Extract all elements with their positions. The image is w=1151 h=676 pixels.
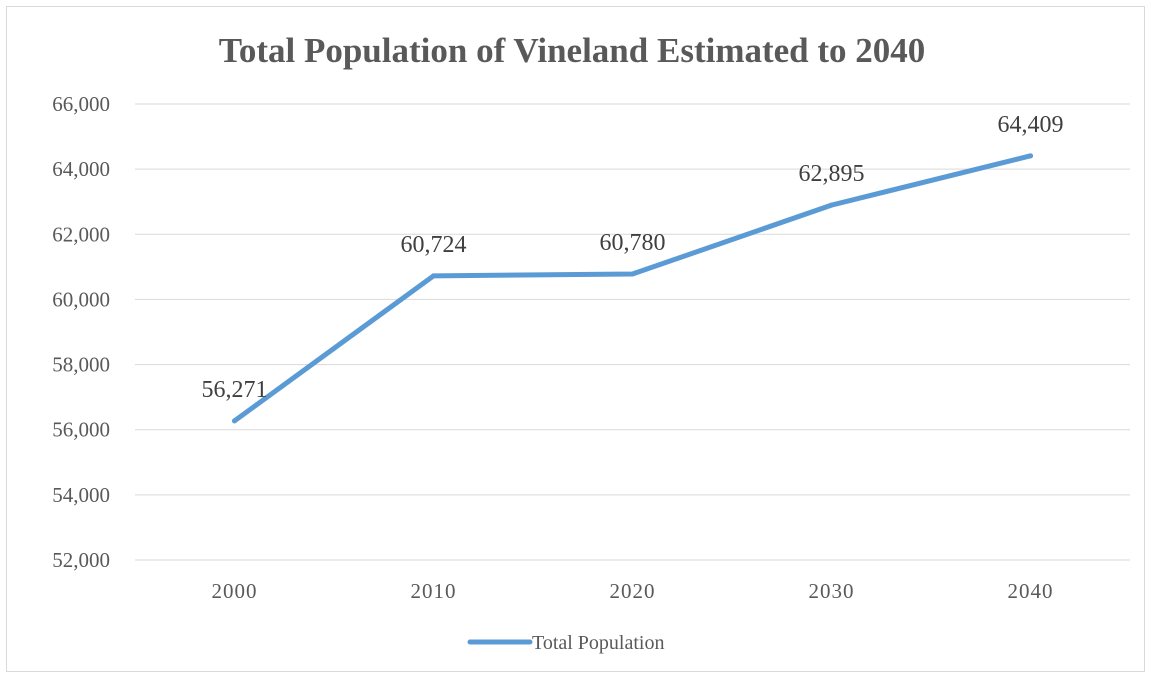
data-label: 60,724 bbox=[401, 232, 467, 258]
x-tick-label: 2000 bbox=[212, 579, 258, 603]
data-point bbox=[232, 418, 237, 424]
chart-frame bbox=[6, 6, 1145, 672]
y-tick-label: 52,000 bbox=[52, 548, 110, 572]
chart-title: Total Population of Vineland Estimated t… bbox=[219, 31, 926, 70]
y-tick-label: 64,000 bbox=[52, 157, 110, 181]
y-tick-label: 62,000 bbox=[52, 222, 110, 246]
data-label: 62,895 bbox=[799, 161, 865, 187]
y-axis-tick-labels: 52,000 54,000 56,000 58,000 60,000 62,000 64,0… bbox=[52, 92, 110, 572]
data-point bbox=[1028, 153, 1033, 159]
data-labels: 56,271 60,724 60,780 62,895 64,409 bbox=[202, 112, 1064, 403]
legend-label-total-population: Total Population bbox=[532, 632, 664, 654]
x-axis-tick-labels: 2000 2010 2020 2030 2040 bbox=[212, 579, 1054, 603]
data-label: 60,780 bbox=[600, 230, 666, 256]
y-tick-label: 56,000 bbox=[52, 418, 110, 442]
series-group bbox=[232, 153, 1033, 424]
x-tick-label: 2030 bbox=[809, 579, 855, 603]
data-point bbox=[829, 202, 834, 208]
x-tick-label: 2040 bbox=[1008, 579, 1054, 603]
series-line-total-population bbox=[232, 153, 1033, 424]
gridlines bbox=[135, 103, 1130, 561]
y-tick-label: 58,000 bbox=[52, 353, 110, 377]
data-point bbox=[431, 273, 436, 279]
data-point bbox=[630, 271, 635, 277]
data-label: 64,409 bbox=[998, 112, 1064, 138]
y-tick-label: 66,000 bbox=[52, 92, 110, 116]
x-tick-label: 2010 bbox=[411, 579, 457, 603]
y-tick-label: 54,000 bbox=[52, 483, 110, 507]
data-label: 56,271 bbox=[202, 377, 268, 403]
legend: Total Population bbox=[467, 632, 664, 654]
x-tick-label: 2020 bbox=[610, 579, 656, 603]
y-tick-label: 60,000 bbox=[52, 287, 110, 311]
